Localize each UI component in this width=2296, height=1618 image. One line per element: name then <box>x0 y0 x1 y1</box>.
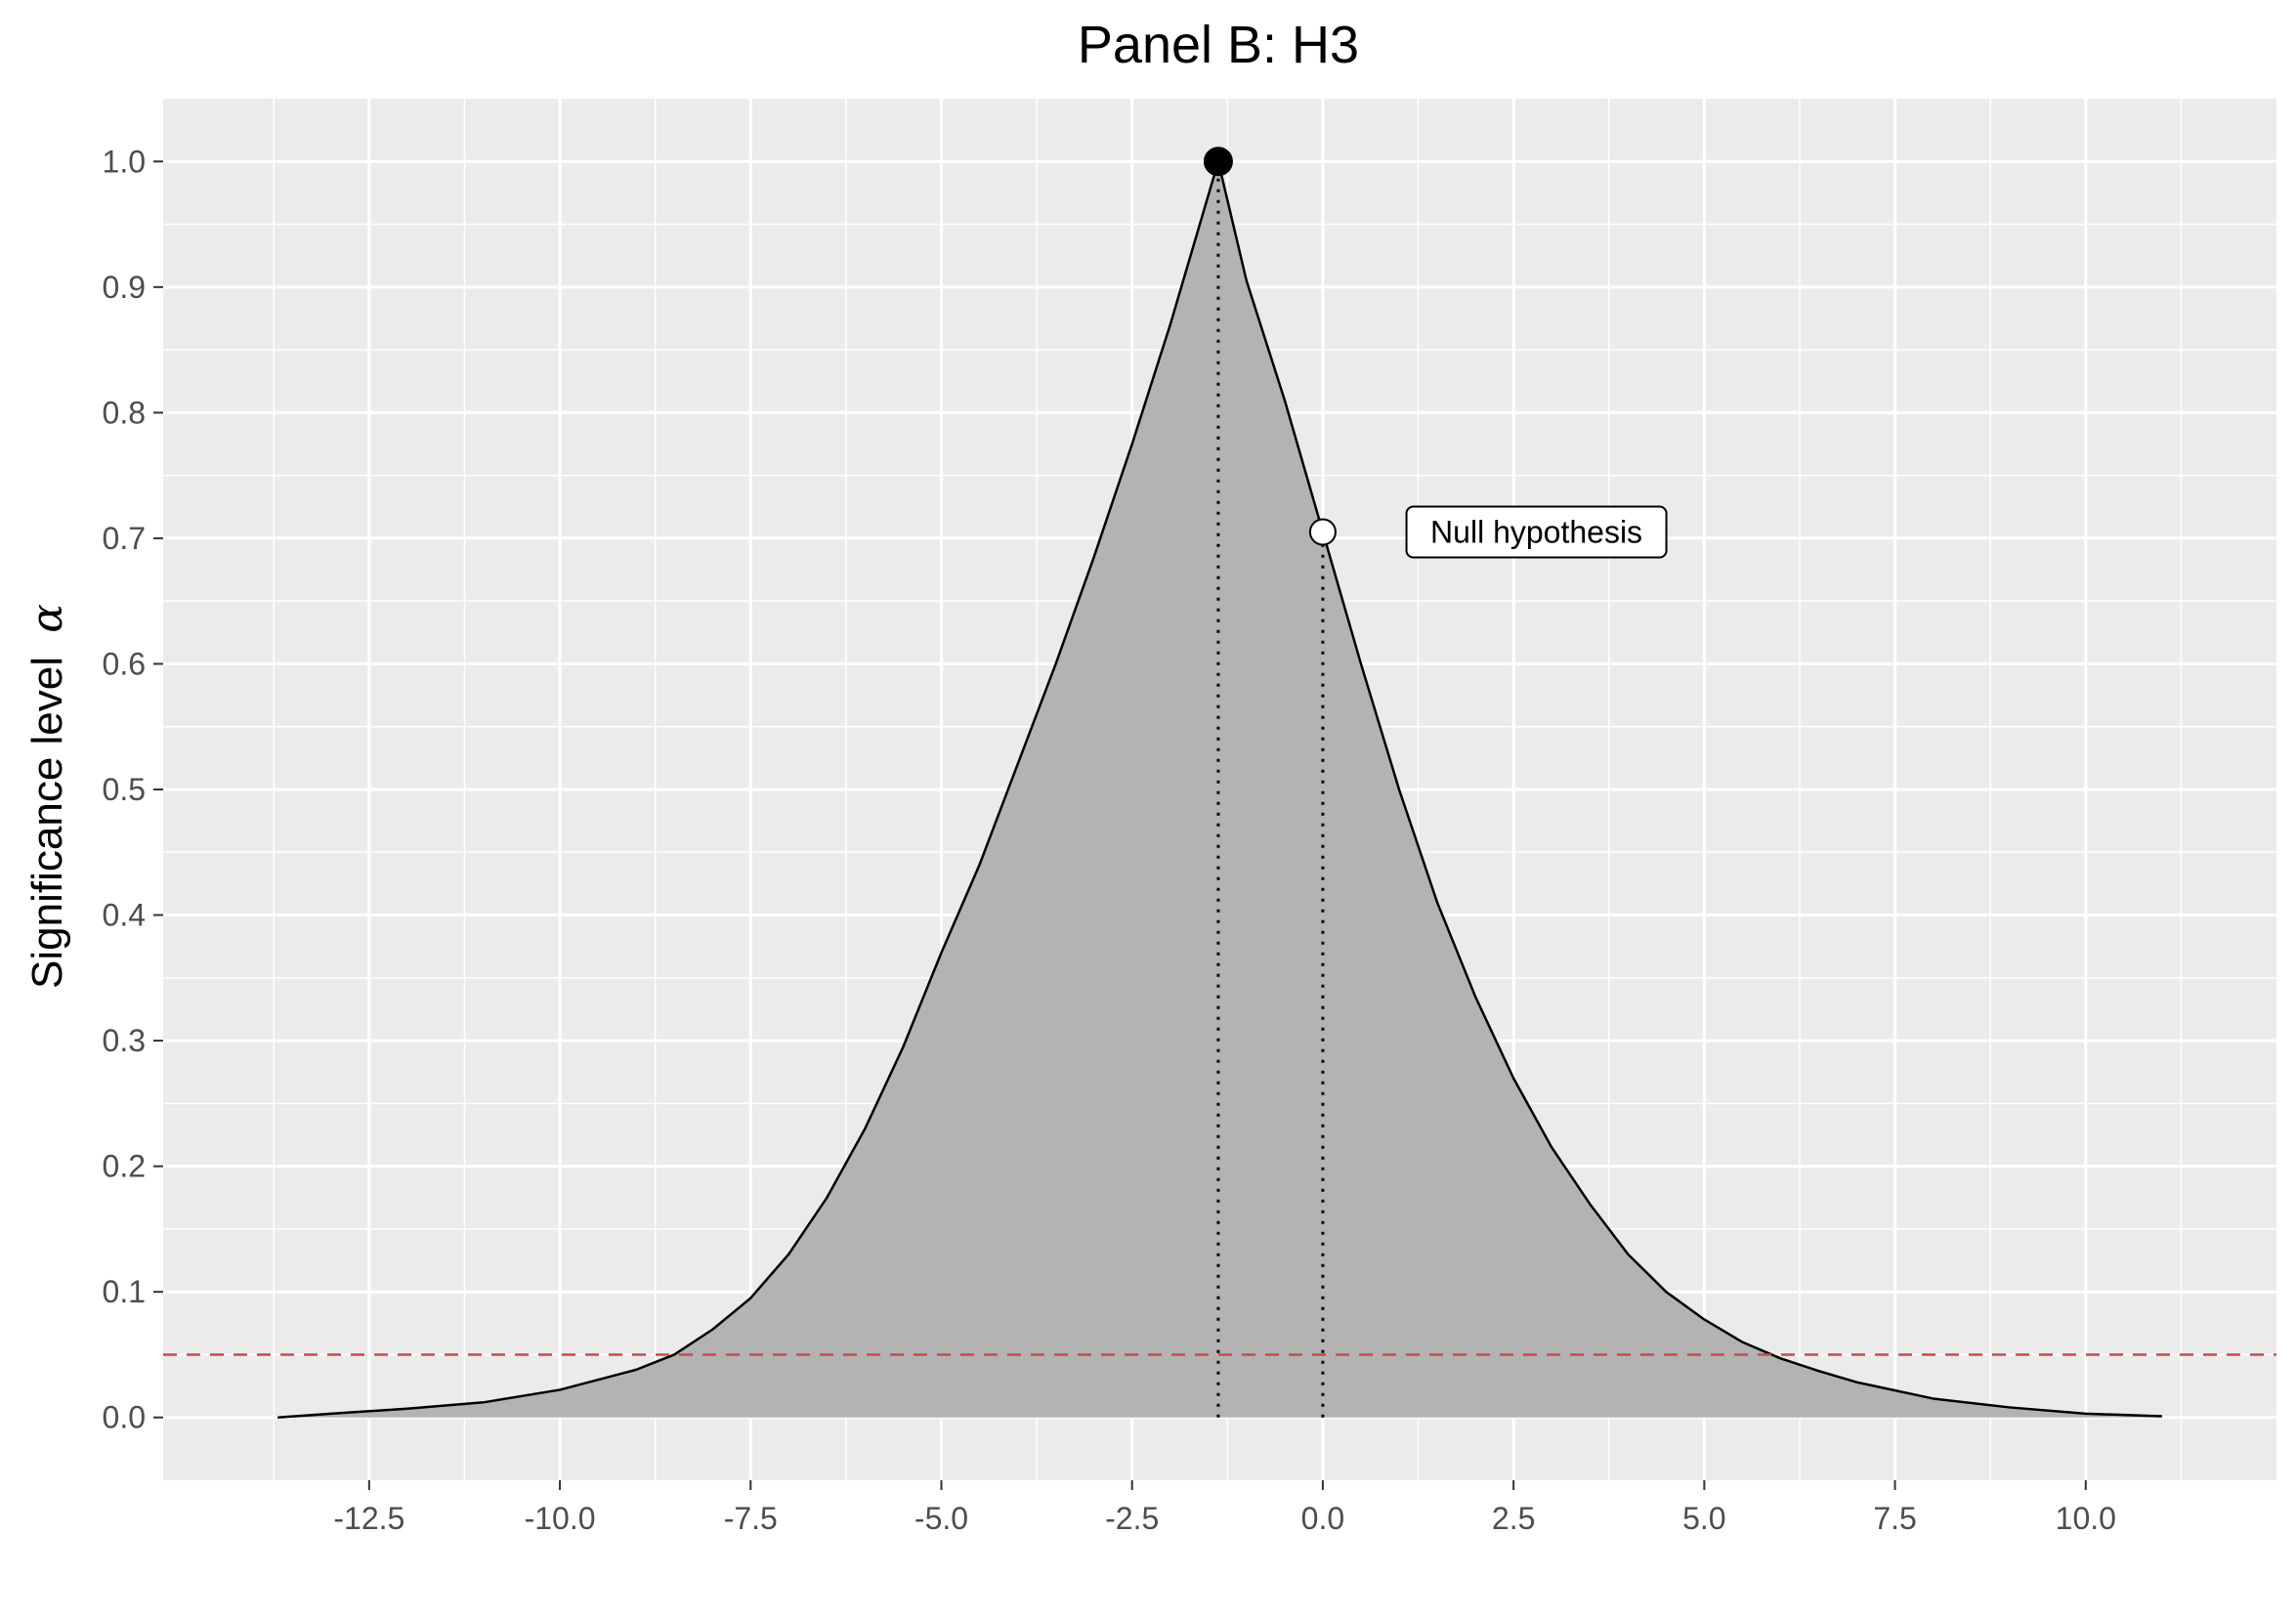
plot-panel: Null hypothesis -12.5 -10.0 -7.5 -5.0 -2.5 0.0… <box>103 99 2276 1536</box>
y-tick-label: 0.0 <box>103 1400 146 1435</box>
x-tick-label: 2.5 <box>1492 1501 1535 1536</box>
y-tick-label: 0.8 <box>103 395 146 430</box>
null-point <box>1308 518 1337 546</box>
y-tick-label: 0.7 <box>103 521 146 556</box>
null-hypothesis-label: Null hypothesis <box>1405 505 1668 559</box>
y-tick-label: 0.3 <box>103 1023 146 1058</box>
y-tick-label: 0.5 <box>103 772 146 807</box>
area-fill <box>277 161 2162 1418</box>
y-tick-label: 0.2 <box>103 1149 146 1184</box>
y-tick-label: 0.4 <box>103 898 146 933</box>
y-axis-title-text: Significance level <box>23 657 71 989</box>
x-tick-label: -7.5 <box>724 1501 778 1536</box>
y-tick-label: 0.1 <box>103 1274 146 1309</box>
curve-line <box>277 160 2162 1419</box>
y-axis-title-symbol: α <box>22 604 72 633</box>
y-axis-title: Significance level α <box>22 604 72 989</box>
x-tick-label: -10.0 <box>525 1501 596 1536</box>
null-hypothesis-label-box <box>1405 505 1668 559</box>
x-tick-label: 7.5 <box>1873 1501 1916 1536</box>
y-tick-label: 0.9 <box>103 270 146 305</box>
chart-title: Panel B: H3 <box>1078 16 1359 74</box>
y-tick-label: 0.6 <box>103 646 146 681</box>
x-tick-label: -2.5 <box>1105 1501 1159 1536</box>
max-point <box>1203 147 1233 177</box>
svg-text:Significance level α: Significance level α <box>22 604 72 989</box>
x-tick-label: 0.0 <box>1301 1501 1344 1536</box>
null-hypothesis-label-text: Null hypothesis <box>1430 514 1642 549</box>
x-tick-label: -12.5 <box>333 1501 404 1536</box>
x-tick-label: 10.0 <box>2056 1501 2116 1536</box>
x-tick-label: 5.0 <box>1682 1501 1725 1536</box>
y-tick-label: 1.0 <box>103 144 146 179</box>
x-tick-label: -5.0 <box>914 1501 968 1536</box>
